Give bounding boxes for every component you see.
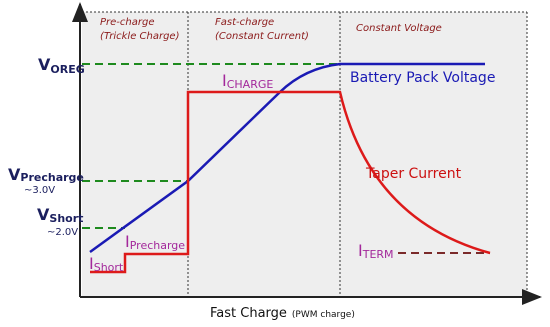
subscript: Short (94, 261, 124, 274)
voltage-label: VOREG (38, 55, 85, 76)
phase-subtitle: (Trickle Charge) (100, 31, 179, 42)
voltage-label: VPrecharge (8, 165, 84, 184)
phase-title: Pre-charge (100, 17, 154, 28)
subscript: CHARGE (227, 78, 274, 91)
symbol: V (38, 55, 51, 74)
voltage-label: VShort (37, 205, 83, 225)
current-label: IPrecharge (125, 232, 185, 252)
voltage-note: ~3.0V (24, 185, 55, 196)
current-label: ITERM (358, 241, 394, 261)
subscript: Precharge (20, 171, 83, 184)
plot-background (82, 12, 527, 297)
subscript: OREG (50, 63, 84, 76)
phase-subtitle: (Constant Current) (215, 31, 309, 42)
subscript: TERM (362, 248, 394, 261)
current-label: ICHARGE (222, 71, 273, 91)
current-curve (90, 90, 491, 274)
symbol: V (37, 205, 50, 224)
note: (PWM charge) (292, 310, 355, 320)
current-label: IShort (89, 254, 124, 274)
voltage-curve-label: Battery Pack Voltage (350, 70, 495, 86)
phase-title: Constant Voltage (356, 23, 442, 34)
voltage-note: ~2.0V (47, 227, 78, 238)
subscript: Precharge (130, 239, 186, 252)
symbol: V (8, 165, 21, 184)
x-axis-label: Fast Charge (PWM charge) (210, 306, 355, 321)
subscript: Short (49, 212, 83, 225)
symbol: I (222, 71, 227, 90)
symbol: I (89, 254, 94, 273)
symbol: I (125, 232, 130, 251)
symbol: I (358, 241, 363, 260)
phase-title: Fast-charge (215, 17, 274, 28)
current-curve-label: Taper Current (365, 166, 462, 182)
label: Fast Charge (210, 306, 287, 321)
